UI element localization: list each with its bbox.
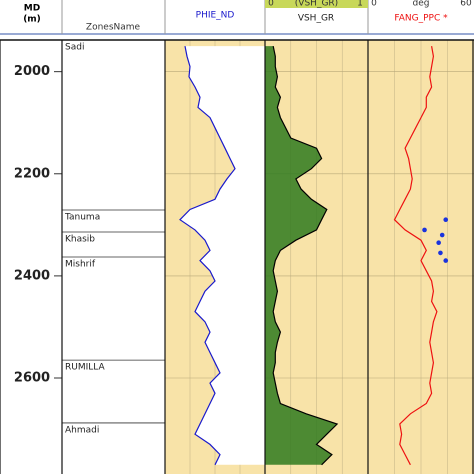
zone-name: Khasib: [65, 234, 95, 244]
vsh-fill: [265, 46, 338, 465]
scale-label: 0: [371, 0, 377, 9]
dip-point: [438, 250, 443, 256]
track-name: PHIE_ND: [196, 11, 235, 21]
zones-header: ZonesName: [86, 23, 141, 33]
track-name: FANG_PPC *: [394, 14, 448, 24]
y-tick-label: 2400: [14, 268, 50, 283]
depth-label: MD: [24, 4, 40, 14]
dip-point: [436, 240, 441, 246]
log-curve: [393, 45, 438, 466]
zone-name: RUMILLA: [65, 363, 105, 373]
track-name: VSH_GR: [298, 14, 334, 24]
depth-unit: (m): [23, 15, 41, 25]
dip-point: [422, 227, 427, 233]
scale-bar: [265, 0, 368, 8]
scale-label: 1: [357, 0, 363, 9]
zone-name: Sadi: [65, 43, 84, 53]
log-curve: [272, 45, 339, 466]
scale-label: 0: [268, 0, 274, 9]
dip-point: [439, 232, 445, 238]
scale-label: deg: [413, 0, 430, 9]
y-tick-label: 2600: [14, 371, 50, 386]
zone-name: Mishrif: [65, 260, 96, 270]
log-curve: [179, 45, 236, 466]
scale-label: 60: [460, 0, 472, 9]
dip-point: [443, 258, 449, 263]
y-tick-label: 2000: [14, 64, 50, 79]
dip-point: [443, 217, 449, 223]
zone-name: Ahmadi: [65, 425, 99, 435]
y-tick-label: 2200: [14, 166, 50, 181]
phie-white-fill: [180, 46, 265, 465]
zone-name: Tanuma: [64, 213, 100, 223]
scale-label: (VSH_GR): [295, 0, 338, 9]
